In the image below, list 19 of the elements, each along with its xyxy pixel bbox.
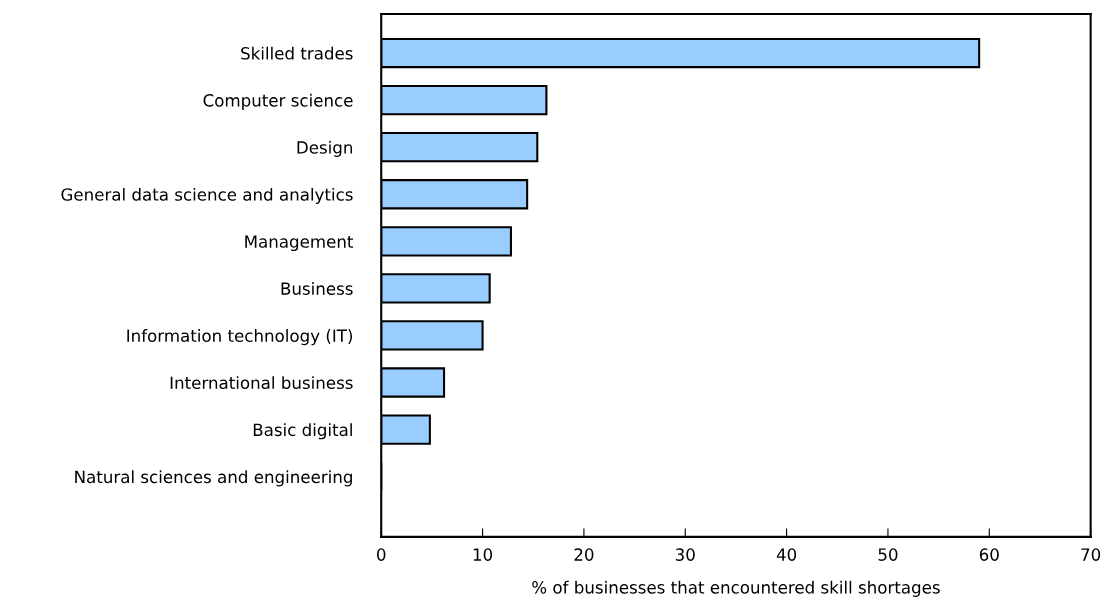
y-tick-label: Computer science [203, 93, 353, 110]
y-tick-label: Natural sciences and engineering [75, 470, 352, 487]
x-tick-label: 50 [878, 548, 898, 561]
y-tick-label: General data science and analytics [61, 187, 353, 205]
x-tick-label: 30 [675, 548, 695, 561]
x-tick-label: 20 [574, 548, 594, 561]
x-tick-label: 10 [473, 548, 493, 561]
y-tick-label: Business [281, 282, 353, 295]
y-tick-label: Management [245, 235, 354, 252]
x-tick-label: 0 [377, 548, 386, 561]
x-tick-label: 40 [776, 548, 797, 561]
x-tick-label: 60 [979, 548, 999, 561]
y-tick-label: Design [297, 140, 353, 157]
x-axis-title: % of businesses that encountered skill shortages [532, 580, 940, 597]
y-tick-label: Information technology (IT) [127, 329, 353, 346]
y-tick-label: Basic digital [253, 423, 352, 440]
y-tick-label: International business [170, 376, 353, 390]
y-tick-label: Skilled trades [241, 46, 353, 60]
x-tick-label: 70 [1081, 548, 1101, 561]
